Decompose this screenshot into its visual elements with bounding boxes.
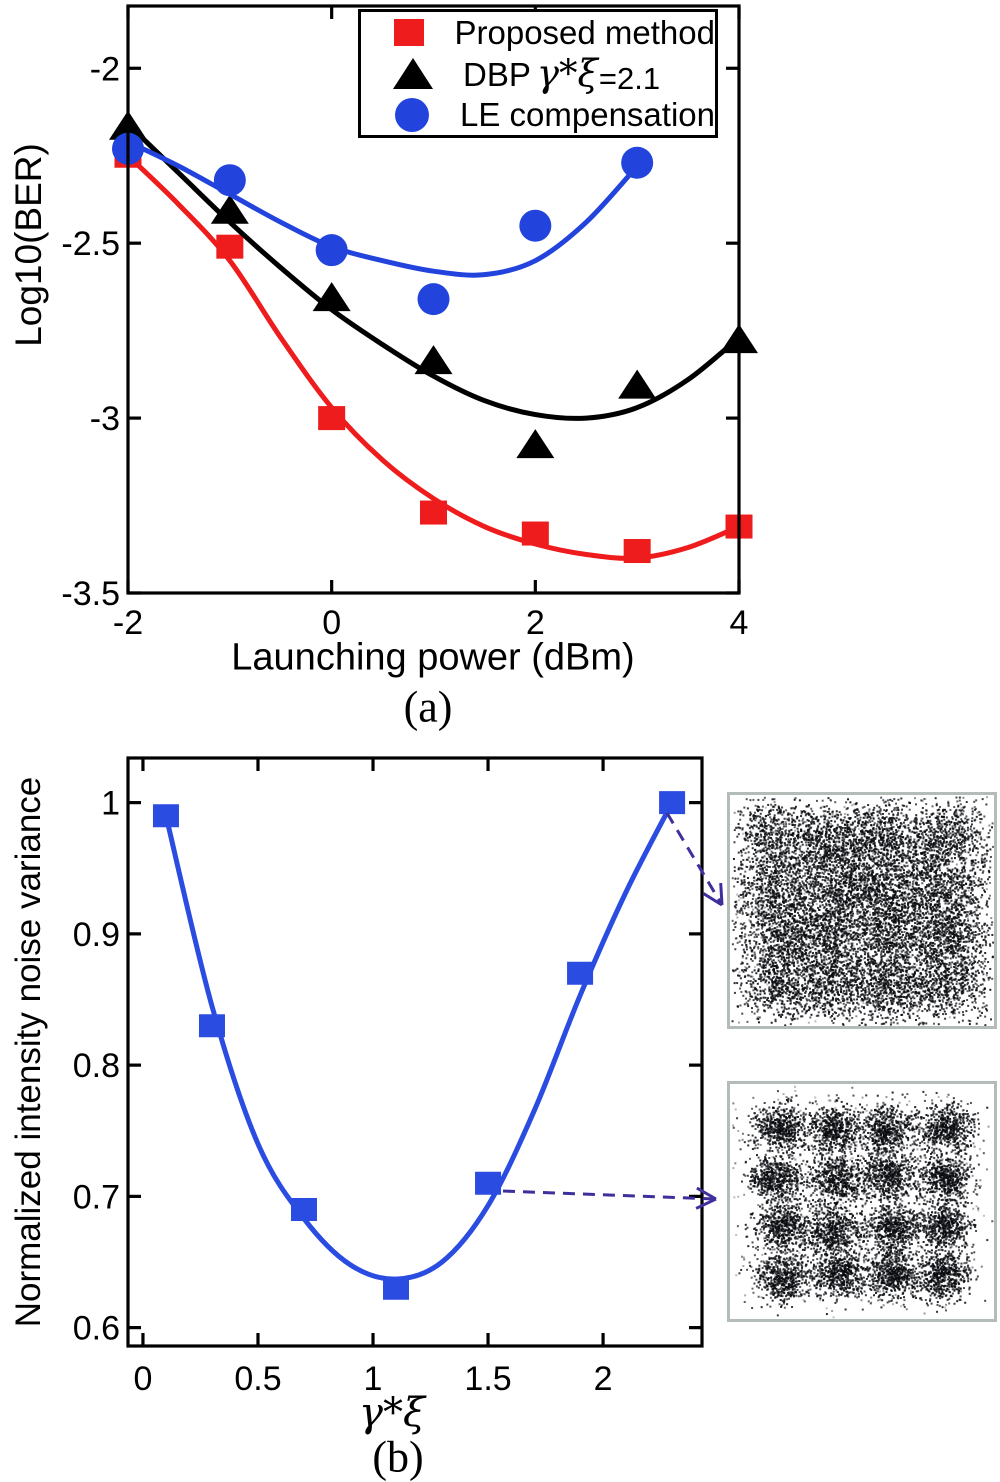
data-point-circle (315, 234, 348, 267)
panel-b: 0 0.5 1 1.5 2 1 0.9 0.8 0.7 0.6 (73, 756, 704, 1398)
panel-caption-a: (a) (403, 682, 453, 732)
x-tick-label: 0 (133, 1360, 152, 1398)
constellation-inset-low-noise (727, 1081, 997, 1322)
data-point-triangle (210, 194, 249, 224)
series-dbp-2-1 (109, 110, 758, 459)
x-axis-label-b: γ*ξ (359, 1390, 425, 1436)
data-point-triangle (516, 429, 555, 459)
data-point-square (198, 1014, 225, 1038)
y-axis-label-a: Log10(BER) (8, 143, 49, 347)
panel-a: -2 0 2 4 -2 -2.5 -3 -3.5 (61, 4, 758, 642)
y-tick-label: 0.8 (73, 1047, 120, 1085)
y-tick-label: 0.9 (73, 916, 120, 954)
y-tick-label: -2 (90, 50, 120, 88)
y-axis-label-b: Normalized intensity noise variance (9, 776, 48, 1328)
fit-curve (163, 800, 675, 1282)
legend-label: DBP γ*ξ=2.1 (463, 52, 661, 96)
data-point-square (290, 1198, 317, 1221)
data-point-square (567, 961, 594, 985)
plot-box (126, 4, 741, 595)
x-tick-label: 0.5 (234, 1360, 281, 1398)
y-tick-label: -3.5 (61, 575, 120, 613)
data-point-triangle (414, 345, 453, 375)
legend-circle-icon (363, 97, 460, 132)
x-axis-label-a: Launching power (dBm) (231, 636, 635, 679)
panel-caption-b: (b) (372, 1432, 424, 1482)
x-tick-label: 1.5 (464, 1360, 511, 1398)
y-tick-label: -3 (90, 400, 120, 438)
data-point-square (383, 1276, 410, 1300)
data-point-square (659, 791, 686, 815)
legend-square-icon (363, 19, 454, 46)
data-point-square (420, 500, 447, 525)
data-point-triangle (312, 282, 351, 312)
data-point-square (318, 406, 346, 431)
fit-curve (125, 139, 640, 278)
legend-row: Proposed method (361, 12, 715, 53)
series-normalized-intensity-noise-variance (152, 791, 686, 1300)
x-tick-label: 4 (730, 604, 749, 642)
legend-triangle-icon (363, 58, 463, 89)
axis-ticks (128, 758, 702, 1346)
data-point-circle (519, 209, 552, 242)
x-tick-label: 2 (594, 1360, 613, 1398)
constellation-inset-high-noise (727, 792, 997, 1029)
data-point-triangle (618, 369, 657, 399)
data-point-square (216, 234, 244, 259)
legend-label: Proposed method (454, 13, 715, 51)
series-le-compensation (112, 132, 654, 316)
data-point-square (521, 521, 549, 546)
data-point-square (623, 539, 651, 564)
legend-row: DBP γ*ξ=2.1 (361, 52, 715, 96)
data-point-square (152, 804, 179, 828)
x-tick-label: -2 (113, 604, 143, 642)
data-point-circle (621, 146, 654, 179)
x-tick-label: 0 (322, 604, 341, 642)
x-tick-label: 2 (526, 604, 545, 642)
legend: Proposed method DBP γ*ξ=2.1 LE compensation (358, 9, 718, 138)
y-tick-label: 1 (101, 785, 120, 823)
legend-label-suffix: =2.1 (598, 61, 661, 96)
plot-box (126, 756, 704, 1348)
data-point-circle (213, 164, 246, 197)
constellation-image-low-noise (730, 1084, 994, 1319)
legend-label: LE compensation (460, 95, 715, 133)
data-point-square (475, 1171, 502, 1195)
x-tick-label: 1 (364, 1360, 383, 1398)
y-tick-label: 0.7 (73, 1178, 120, 1216)
data-point-circle (417, 283, 450, 316)
gamma-xi-symbol: γ*ξ (536, 52, 598, 95)
y-tick-label: -2.5 (61, 225, 120, 263)
constellation-image-high-noise (730, 795, 994, 1026)
y-tick-label: 0.6 (73, 1310, 120, 1348)
legend-row: LE compensation (361, 94, 715, 135)
